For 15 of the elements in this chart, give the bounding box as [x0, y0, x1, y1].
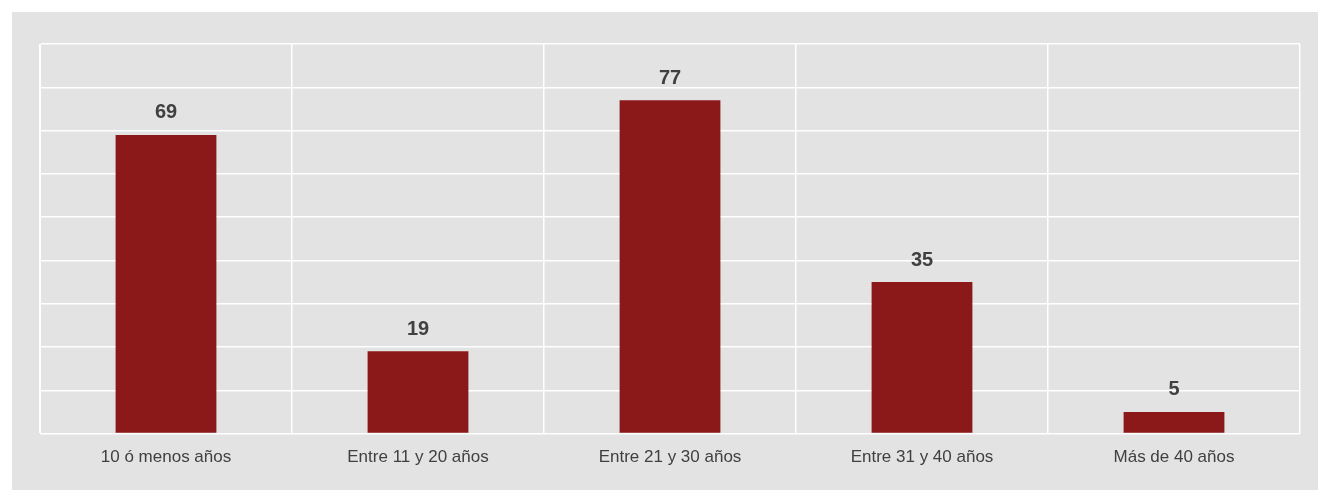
bar: [1123, 411, 1225, 433]
x-tick-label: Entre 11 y 20 años: [347, 447, 489, 467]
bar: [115, 134, 217, 433]
bar: [619, 100, 721, 433]
data-label: 35: [910, 247, 934, 270]
bar: [367, 351, 469, 433]
bar: [871, 282, 973, 433]
data-label: 19: [406, 316, 430, 339]
data-label: 69: [154, 100, 178, 123]
data-label: 5: [1168, 377, 1180, 400]
x-tick-label: Más de 40 años: [1113, 447, 1235, 467]
x-tick-label: Entre 31 y 40 años: [850, 447, 994, 467]
x-tick-label: Entre 21 y 30 años: [598, 447, 742, 467]
data-label: 77: [658, 65, 682, 88]
x-tick-label: 10 ó menos años: [100, 447, 232, 467]
